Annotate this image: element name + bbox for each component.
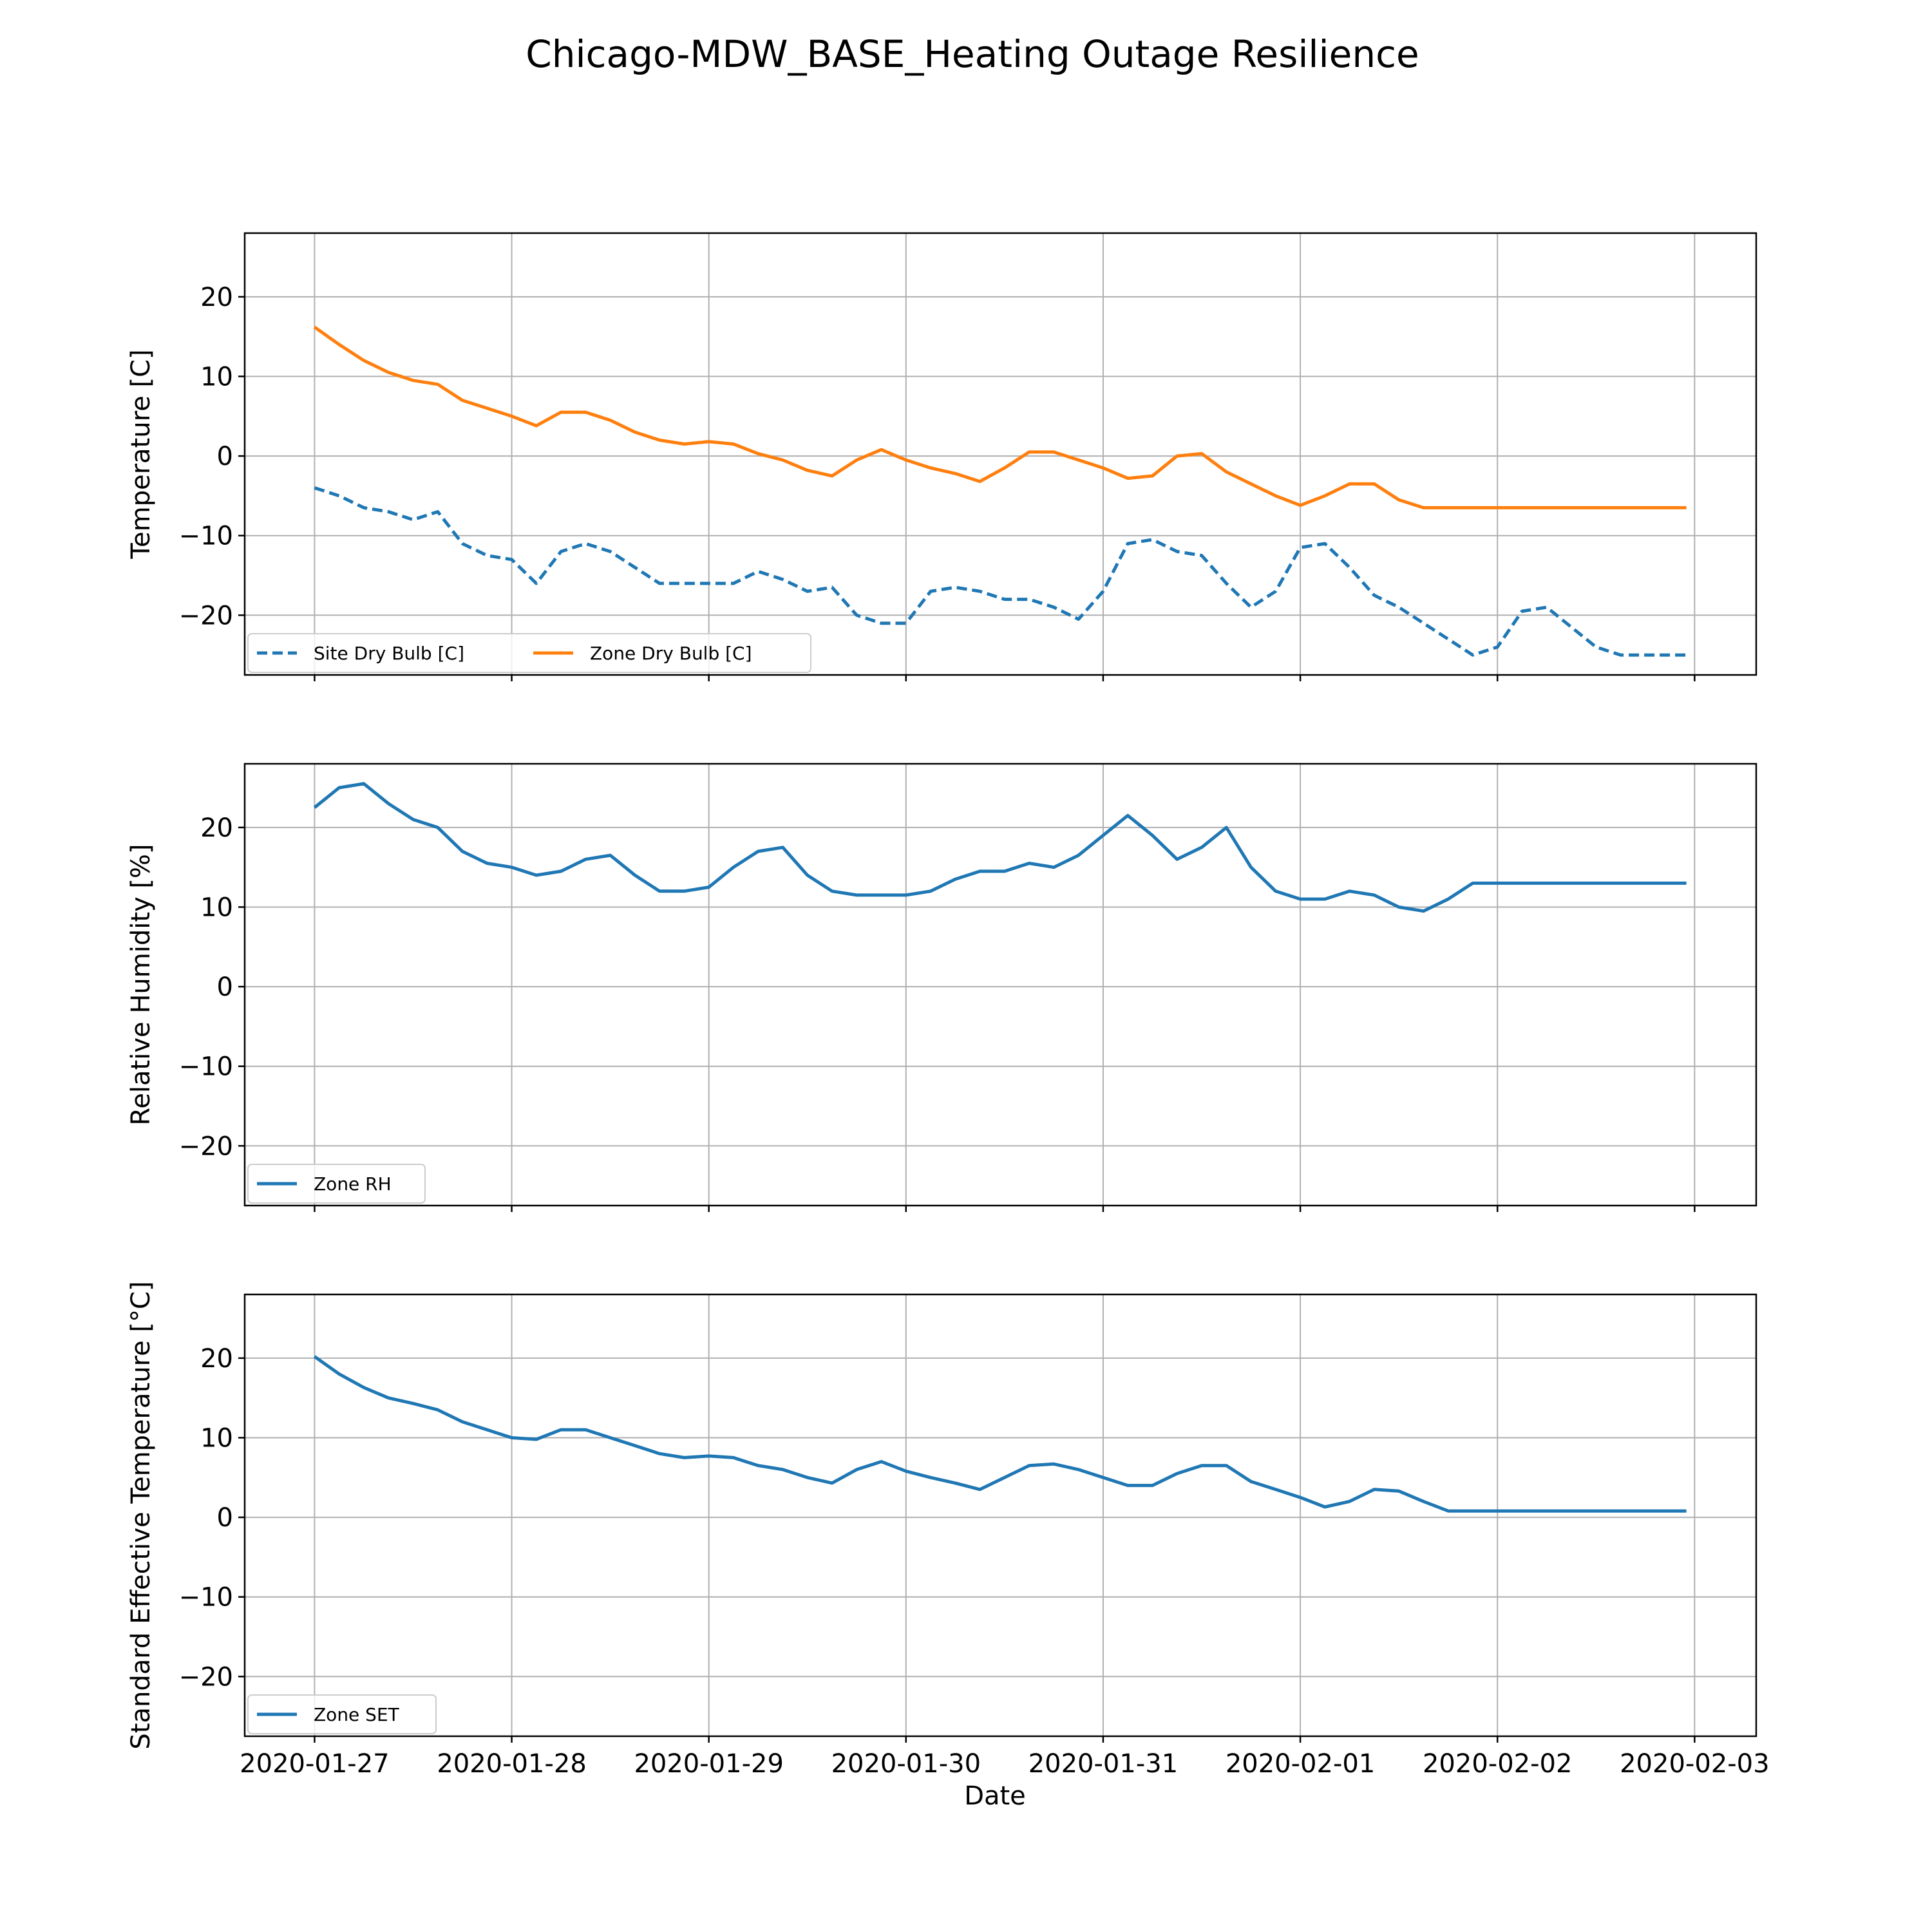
axes-frame <box>243 1293 1757 1738</box>
series-line-1-1 <box>314 486 1687 657</box>
y-tick-label: 10 <box>200 893 233 922</box>
y-axis-label: Standard Effective Temperature [°C] <box>126 1281 156 1749</box>
series-line-1-2 <box>313 325 1687 509</box>
y-tick-label: 10 <box>200 362 233 392</box>
subplots: −20 −10 0 10 20 Temperature [C] Site Dry Bulb … <box>126 232 1770 1779</box>
y-tick-label: −20 <box>179 1132 233 1161</box>
legend: Zone SET <box>247 1694 437 1734</box>
axes-frame <box>243 232 1757 676</box>
x-tick-label: 2020-02-02 <box>1423 1749 1572 1779</box>
legend-entry-label: Zone SET <box>314 1704 400 1725</box>
x-tick-label: 2020-01-31 <box>1028 1749 1178 1779</box>
x-tick-label: 2020-01-28 <box>437 1749 586 1779</box>
legend-entry-label: Zone RH <box>314 1173 392 1195</box>
subplot-2: −20 −10 0 10 20 Relative Humidity [%] Zone RH <box>126 762 1757 1212</box>
y-tick-label: −10 <box>179 1052 233 1082</box>
legend-box <box>247 1694 437 1734</box>
y-tick-label: −10 <box>179 1583 233 1613</box>
y-tick-label: 0 <box>217 1503 233 1533</box>
x-tick-label: 2020-01-27 <box>240 1749 389 1779</box>
y-tick-label: 20 <box>200 1344 233 1374</box>
y-tick-label: −20 <box>179 601 233 630</box>
series-line-2-1 <box>313 782 1687 913</box>
axes-frame <box>243 762 1757 1207</box>
x-axis-label: Date <box>964 1781 1026 1811</box>
y-axis-label: Relative Humidity [%] <box>126 844 156 1125</box>
legend-entry-label: Zone Dry Bulb [C] <box>590 643 752 664</box>
y-tick-label: 20 <box>200 813 233 843</box>
legend-box <box>247 633 811 673</box>
figure-title: Chicago-MDW_BASE_Heating Outage Resilien… <box>526 32 1419 76</box>
subplot-3: −20 −10 0 10 20 2020-01-27 2020-01-28 2020-01-2… <box>126 1281 1770 1779</box>
legend-entry-label: Site Dry Bulb [C] <box>314 643 464 664</box>
x-tick-label: 2020-01-29 <box>634 1749 783 1779</box>
y-tick-label: −10 <box>179 522 233 551</box>
y-tick-label: 0 <box>217 972 233 1002</box>
y-tick-label: 20 <box>200 283 233 312</box>
subplot-1: −20 −10 0 10 20 Temperature [C] Site Dry Bulb … <box>126 232 1757 681</box>
y-tick-label: −20 <box>179 1662 233 1692</box>
x-tick-label: 2020-01-30 <box>831 1749 981 1779</box>
y-tick-label: 0 <box>217 442 233 471</box>
x-tick-label: 2020-02-03 <box>1620 1749 1769 1779</box>
legend-box <box>247 1164 426 1204</box>
y-tick-label: 10 <box>200 1423 233 1453</box>
legend: Zone RH <box>247 1164 426 1204</box>
series-line-3-1 <box>313 1355 1687 1513</box>
x-tick-label: 2020-02-01 <box>1226 1749 1375 1779</box>
y-axis-label: Temperature [C] <box>126 349 156 559</box>
legend: Site Dry Bulb [C] Zone Dry Bulb [C] <box>247 633 811 673</box>
